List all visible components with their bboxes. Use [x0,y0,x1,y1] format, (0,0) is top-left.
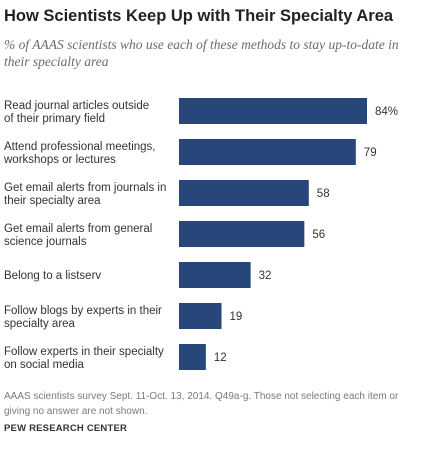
value-label-4: 32 [259,270,272,282]
source-credit: PEW RESEARCH CENTER [4,423,128,434]
value-label-0: 84% [375,106,398,118]
bar-0 [179,98,367,124]
category-label-5: Follow blogs by experts in their specialt… [4,305,162,330]
category-label-6: Follow experts in their specialty on soci… [4,346,164,371]
value-label-1: 79 [364,147,377,159]
category-label-4: Belong to a listserv [4,270,101,282]
bar-3 [179,221,305,247]
value-label-2: 58 [317,188,330,200]
category-label-3: Get email alerts from general science jou… [4,223,152,248]
category-label-1: Attend professional meetings, workshops o… [3,141,156,166]
value-label-6: 12 [214,352,227,364]
bar-5 [179,303,222,329]
bar-1 [179,139,356,165]
category-label-2: Get email alerts from journals in their s… [4,182,166,207]
bar-2 [179,180,309,206]
bar-6 [179,344,206,370]
bar-4 [179,262,251,288]
value-label-3: 56 [312,229,325,241]
survey-note: AAAS scientists survey Sept. 11-Oct. 13,… [4,391,399,417]
chart-subtitle: % of AAAS scientists who use each of the… [4,37,399,69]
value-label-5: 19 [230,311,243,323]
category-label-0: Read journal articles outside of their pr… [4,100,149,125]
chart-title: How Scientists Keep Up with Their Specia… [4,7,394,25]
